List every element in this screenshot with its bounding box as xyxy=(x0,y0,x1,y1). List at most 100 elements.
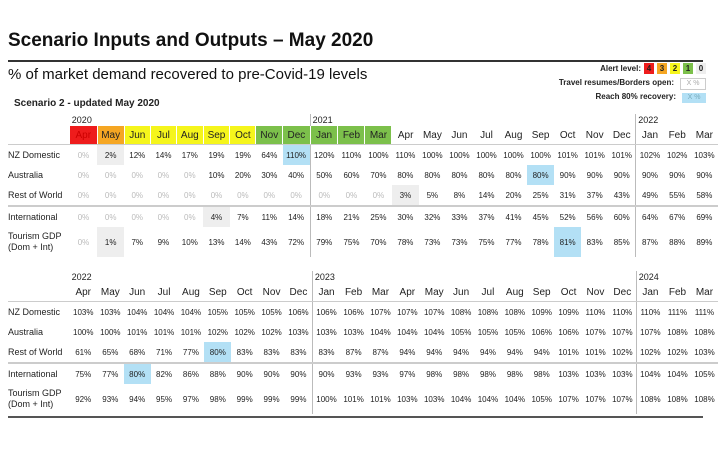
table-2022-2024: 2022 2023 2024 Apr May Jun Jul Aug Sep Oct Nov Dec J… xyxy=(8,271,718,414)
value-cell: 102% xyxy=(261,327,282,337)
value-cell: 90% xyxy=(559,170,576,180)
row-label: NZ Domestic xyxy=(8,306,61,317)
year-row: 2022 2023 2024 xyxy=(8,271,718,283)
label-spacer xyxy=(8,126,70,145)
value-cell: 87% xyxy=(635,227,664,257)
value-cell: 105% xyxy=(261,307,282,317)
value-cell: 49% xyxy=(635,185,664,207)
value-cell: 64% xyxy=(261,150,278,160)
value-cell: 102% xyxy=(635,144,664,165)
value-cell: 0% xyxy=(255,185,283,207)
empty-cell xyxy=(258,271,285,283)
value-cell: 106% xyxy=(558,327,579,337)
value-cell: 61% xyxy=(69,342,97,364)
value-cell: 41% xyxy=(505,212,522,222)
month-header: Jan xyxy=(635,126,664,145)
value-cell: 21% xyxy=(343,212,360,222)
value-cell: 107% xyxy=(558,394,579,404)
value-cell: 0% xyxy=(337,185,365,207)
empty-cell xyxy=(285,271,312,283)
value-cell: 101% xyxy=(584,150,605,160)
month-header: Jan xyxy=(635,283,665,302)
value-cell: 0% xyxy=(131,170,144,180)
month-header: Oct xyxy=(229,126,257,145)
value-cell: 100% xyxy=(368,150,389,160)
value-cell: 104% xyxy=(635,363,665,384)
empty-cell xyxy=(473,114,500,126)
month-header: May xyxy=(97,126,125,145)
value-cell: 11% xyxy=(261,212,278,222)
value-cell: 111% xyxy=(667,307,688,317)
value-cell: 86% xyxy=(182,369,199,379)
value-cell: 109% xyxy=(531,307,552,317)
value-cell: 110% xyxy=(585,307,606,317)
value-cell: 103% xyxy=(73,307,94,317)
alert-label: Alert level: xyxy=(600,64,641,73)
value-cell: 103% xyxy=(397,394,418,404)
value-cell: 104% xyxy=(397,327,418,337)
empty-cell xyxy=(150,114,176,126)
value-cell: 40% xyxy=(288,170,305,180)
alert-legend: Alert level: 4 3 2 1 0 xyxy=(559,62,706,76)
month-header: Oct xyxy=(555,283,583,302)
empty-cell xyxy=(338,114,365,126)
value-cell: 80% xyxy=(123,363,151,384)
value-cell: 104% xyxy=(153,307,175,317)
value-cell: 80% xyxy=(424,170,441,180)
value-cell: 103% xyxy=(311,322,341,342)
value-cell: 83% xyxy=(285,342,313,364)
value-cell: 94% xyxy=(393,342,421,364)
value-cell: 10% xyxy=(181,237,198,247)
value-cell: 89% xyxy=(696,237,713,247)
value-cell: 25% xyxy=(370,212,387,222)
table-row: NZ Domestic 0% 2% 12% 14% 17% 19% 19% 64% 110% 120… xyxy=(8,144,718,165)
month-header: Jul xyxy=(150,126,177,145)
value-cell: 73% xyxy=(451,237,468,247)
value-cell: 103% xyxy=(694,150,715,160)
empty-cell xyxy=(256,114,283,126)
value-cell: 108% xyxy=(450,307,472,317)
value-cell: 104% xyxy=(450,394,472,404)
value-cell: 90% xyxy=(263,369,280,379)
month-header: Jun xyxy=(123,283,151,302)
empty-cell xyxy=(97,271,124,283)
month-row: Apr May Jun Jul Aug Sep Oct Nov Dec Jan Feb Mar Apr M… xyxy=(8,126,718,145)
year-label: 2023 xyxy=(311,271,341,283)
value-cell: 30% xyxy=(261,170,278,180)
value-cell: 95% xyxy=(156,394,173,404)
value-cell: 105% xyxy=(504,327,526,337)
month-header: Feb xyxy=(664,283,691,302)
value-cell: 90% xyxy=(311,363,341,384)
value-cell: 5% xyxy=(418,185,446,207)
value-cell: 90% xyxy=(635,165,664,185)
value-cell: 111% xyxy=(694,307,715,317)
value-cell: 4% xyxy=(203,206,230,227)
month-header: Aug xyxy=(500,126,528,145)
value-cell: 102% xyxy=(608,342,637,364)
value-cell: 105% xyxy=(477,327,499,337)
value-cell: 104% xyxy=(180,307,202,317)
month-header: May xyxy=(418,126,446,145)
value-cell: 98% xyxy=(453,369,470,379)
value-cell: 70% xyxy=(370,170,387,180)
month-header: Mar xyxy=(367,283,394,302)
value-cell: 70% xyxy=(370,237,387,247)
empty-cell xyxy=(475,271,502,283)
month-header: Nov xyxy=(582,283,609,302)
value-cell: 0% xyxy=(104,170,117,180)
value-cell: 10% xyxy=(208,170,225,180)
empty-cell xyxy=(554,114,581,126)
empty-cell xyxy=(527,114,554,126)
value-cell: 102% xyxy=(666,150,688,160)
month-header: Apr xyxy=(69,283,97,302)
month-header: Apr xyxy=(391,126,419,145)
value-cell: 94% xyxy=(501,342,529,364)
empty-cell xyxy=(204,271,231,283)
month-header: Oct xyxy=(231,283,259,302)
value-cell: 88% xyxy=(669,237,686,247)
value-cell: 82% xyxy=(156,369,173,379)
value-cell: 108% xyxy=(504,307,526,317)
alert-swatch-4: 4 xyxy=(644,63,654,74)
value-cell: 71% xyxy=(150,342,178,364)
value-cell: 102% xyxy=(207,327,229,337)
